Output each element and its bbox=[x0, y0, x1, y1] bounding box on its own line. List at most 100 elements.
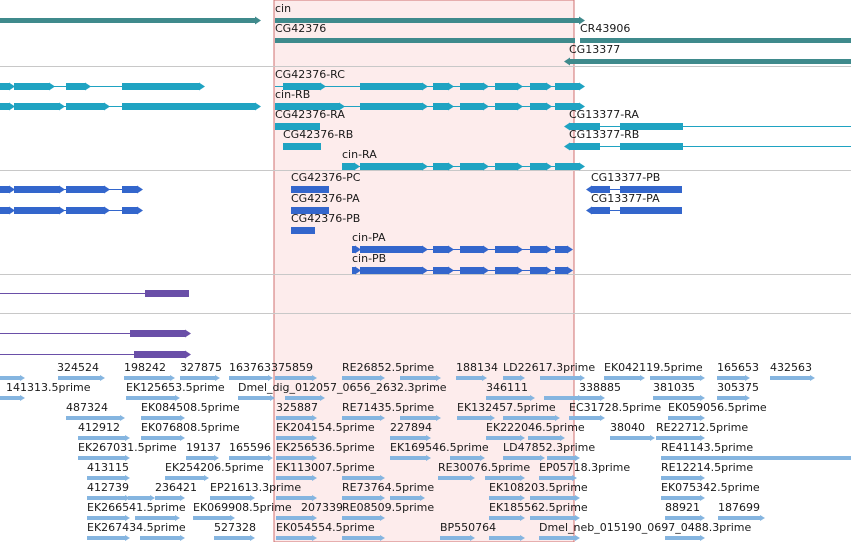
est-feature[interactable] bbox=[661, 496, 700, 500]
est-feature[interactable] bbox=[717, 396, 745, 400]
est-feature[interactable] bbox=[342, 496, 380, 500]
exon-block[interactable] bbox=[433, 103, 449, 110]
est-feature[interactable] bbox=[450, 456, 480, 460]
est-feature[interactable] bbox=[276, 456, 312, 460]
est-feature[interactable] bbox=[668, 416, 700, 420]
est-feature[interactable] bbox=[87, 516, 125, 520]
exon-block[interactable] bbox=[460, 246, 484, 253]
est-feature[interactable] bbox=[124, 376, 170, 380]
est-feature[interactable] bbox=[650, 376, 700, 380]
est-feature[interactable] bbox=[285, 396, 320, 400]
est-feature[interactable] bbox=[610, 436, 650, 440]
exon-block[interactable] bbox=[122, 103, 256, 110]
cds-cg42376-pb[interactable]: CG42376-PB bbox=[291, 212, 360, 234]
est-feature[interactable] bbox=[193, 516, 230, 520]
exon-block[interactable] bbox=[433, 163, 449, 170]
exon-block[interactable] bbox=[495, 246, 518, 253]
est-feature[interactable] bbox=[135, 516, 175, 520]
est-track[interactable]: 324524 198242 327875 163763375859 RE26852.5p… bbox=[0, 361, 851, 541]
exon-block[interactable] bbox=[275, 103, 340, 110]
exon-block[interactable] bbox=[360, 83, 423, 90]
est-feature[interactable] bbox=[530, 516, 575, 520]
gene-track[interactable]: cin CG42376 CR43906 CG13377 bbox=[0, 2, 851, 66]
cds-cg13377-pa[interactable]: CG13377-PA bbox=[586, 192, 682, 215]
exon-block[interactable] bbox=[291, 186, 329, 193]
cin-gene[interactable]: cin bbox=[275, 2, 585, 25]
est-feature[interactable] bbox=[438, 476, 470, 480]
gene-bar[interactable] bbox=[275, 38, 575, 43]
exon-block[interactable] bbox=[66, 103, 105, 110]
transcript-cg42376-rb[interactable]: CG42376-RB bbox=[283, 128, 353, 150]
exon-block[interactable] bbox=[495, 163, 518, 170]
exon-block[interactable] bbox=[134, 351, 186, 358]
cds-track[interactable]: CG42376-PC CG42376-PA CG42376-PB cin-PA cin-… bbox=[0, 171, 682, 275]
exon-block[interactable] bbox=[495, 103, 518, 110]
exon-block[interactable] bbox=[0, 103, 10, 110]
exon-block[interactable] bbox=[569, 143, 600, 150]
est-feature[interactable] bbox=[342, 476, 380, 480]
est-feature[interactable] bbox=[87, 536, 125, 540]
exon-block[interactable] bbox=[275, 123, 320, 130]
exon-block[interactable] bbox=[122, 83, 200, 90]
est-feature[interactable] bbox=[78, 436, 125, 440]
est-feature[interactable] bbox=[440, 536, 470, 540]
est-feature[interactable] bbox=[485, 476, 520, 480]
exon-block[interactable] bbox=[555, 163, 580, 170]
exon-block[interactable] bbox=[495, 267, 518, 274]
transcript-cg13377-ra[interactable]: CG13377-RA bbox=[564, 108, 851, 131]
exon-block[interactable] bbox=[591, 186, 610, 193]
est-feature[interactable] bbox=[66, 416, 120, 420]
exon-block[interactable] bbox=[433, 83, 449, 90]
exon-block[interactable] bbox=[66, 83, 86, 90]
est-feature[interactable] bbox=[539, 536, 575, 540]
est-feature[interactable] bbox=[229, 376, 268, 380]
gene-bar[interactable] bbox=[580, 38, 851, 43]
cds-cg42376-pc[interactable]: CG42376-PC bbox=[291, 171, 361, 193]
est-feature[interactable] bbox=[390, 456, 426, 460]
est-feature[interactable] bbox=[770, 376, 810, 380]
exon-block[interactable] bbox=[66, 186, 105, 193]
exon-block[interactable] bbox=[433, 246, 449, 253]
est-feature[interactable] bbox=[665, 536, 700, 540]
est-feature[interactable] bbox=[544, 396, 578, 400]
est-feature[interactable] bbox=[503, 376, 520, 380]
exon-block[interactable] bbox=[66, 207, 105, 214]
cds-cg42376-pa[interactable]: CG42376-PA bbox=[291, 192, 360, 214]
est-feature[interactable] bbox=[276, 496, 312, 500]
cds-cg13377-pb[interactable]: CG13377-PB bbox=[586, 171, 682, 194]
est-feature[interactable] bbox=[140, 536, 180, 540]
est-feature[interactable] bbox=[238, 396, 270, 400]
exon-block[interactable] bbox=[14, 103, 60, 110]
cds[interactable] bbox=[0, 185, 143, 194]
est-feature[interactable] bbox=[486, 436, 520, 440]
exon-block[interactable] bbox=[352, 246, 356, 253]
est-feature[interactable] bbox=[342, 516, 380, 520]
other-feature[interactable] bbox=[0, 290, 189, 297]
exon-block[interactable] bbox=[14, 83, 50, 90]
est-feature[interactable] bbox=[665, 516, 700, 520]
other-feature[interactable] bbox=[0, 329, 191, 338]
cds-cin-pb[interactable]: cin-PB bbox=[352, 252, 573, 275]
est-feature[interactable] bbox=[126, 396, 175, 400]
est-feature[interactable] bbox=[530, 496, 575, 500]
transcript-cg42376-ra[interactable]: CG42376-RA bbox=[275, 108, 345, 130]
est-feature[interactable] bbox=[180, 376, 215, 380]
exon-block[interactable] bbox=[342, 163, 355, 170]
gene-bar[interactable] bbox=[275, 18, 580, 23]
exon-block[interactable] bbox=[291, 207, 329, 214]
exon-block[interactable] bbox=[620, 143, 683, 150]
exon-block[interactable] bbox=[360, 163, 423, 170]
est-feature[interactable] bbox=[661, 456, 851, 460]
est-feature[interactable] bbox=[165, 476, 204, 480]
est-feature[interactable] bbox=[128, 496, 150, 500]
exon-block[interactable] bbox=[530, 267, 547, 274]
exon-block[interactable] bbox=[14, 207, 60, 214]
est-feature[interactable] bbox=[141, 436, 180, 440]
est-feature[interactable] bbox=[503, 456, 540, 460]
est-feature[interactable] bbox=[489, 516, 520, 520]
cg42376-gene[interactable]: CG42376 bbox=[275, 22, 575, 43]
exon-block[interactable] bbox=[495, 83, 518, 90]
est-feature[interactable] bbox=[141, 416, 180, 420]
